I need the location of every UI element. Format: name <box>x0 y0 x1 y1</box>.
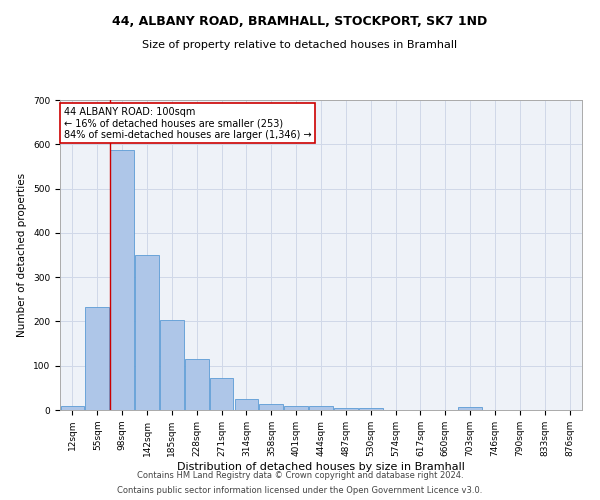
Bar <box>185 359 209 410</box>
Text: Contains HM Land Registry data © Crown copyright and database right 2024.: Contains HM Land Registry data © Crown c… <box>137 471 463 480</box>
Text: Size of property relative to detached houses in Bramhall: Size of property relative to detached ho… <box>142 40 458 50</box>
Text: Contains public sector information licensed under the Open Government Licence v3: Contains public sector information licen… <box>118 486 482 495</box>
Bar <box>85 307 109 410</box>
Bar <box>309 406 333 410</box>
Bar <box>458 408 482 410</box>
Y-axis label: Number of detached properties: Number of detached properties <box>17 173 28 337</box>
X-axis label: Distribution of detached houses by size in Bramhall: Distribution of detached houses by size … <box>177 462 465 471</box>
Text: 44 ALBANY ROAD: 100sqm
← 16% of detached houses are smaller (253)
84% of semi-de: 44 ALBANY ROAD: 100sqm ← 16% of detached… <box>64 106 311 140</box>
Bar <box>235 399 258 410</box>
Bar <box>334 408 358 410</box>
Bar <box>110 150 134 410</box>
Text: 44, ALBANY ROAD, BRAMHALL, STOCKPORT, SK7 1ND: 44, ALBANY ROAD, BRAMHALL, STOCKPORT, SK… <box>112 15 488 28</box>
Bar <box>284 406 308 410</box>
Bar <box>160 320 184 410</box>
Bar <box>259 404 283 410</box>
Bar <box>210 378 233 410</box>
Bar <box>135 255 159 410</box>
Bar <box>61 406 84 410</box>
Bar <box>359 408 383 410</box>
